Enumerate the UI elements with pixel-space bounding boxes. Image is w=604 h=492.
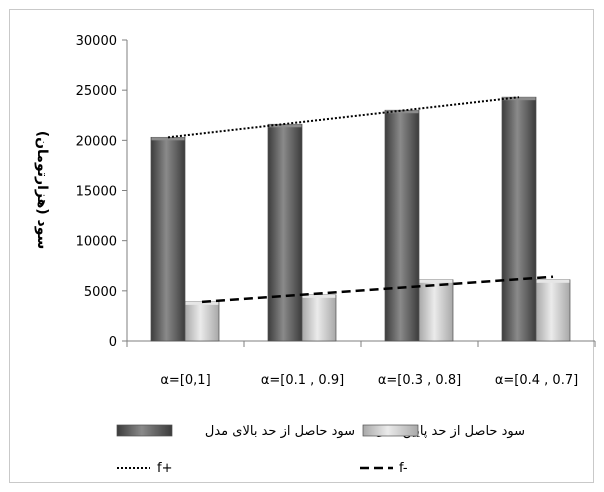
trendlines (167, 96, 554, 304)
x-tick-label: α=[0.4 , 0.7] (495, 373, 578, 388)
x-tick-label: α=[0.1 , 0.9] (261, 373, 344, 388)
y-tick-label: 5000 (84, 285, 117, 300)
y-tick-label: 20000 (76, 134, 117, 149)
bar-cap (151, 137, 185, 141)
bars (150, 96, 571, 342)
y-tick-label: 10000 (76, 235, 117, 250)
legend: سود حاصل از حد بالای مدل سود حاصل از حد پ… (116, 424, 525, 476)
bar-lower (418, 279, 454, 342)
trendline-f-minus (201, 275, 554, 304)
y-tick-label: 15000 (76, 185, 117, 200)
bar-cap (385, 110, 419, 114)
bar-lower (535, 279, 571, 342)
x-axis: α=[0,1] α=[0.1 , 0.9] α=[0.3 , 0.8] α=[0.4 … (126, 340, 596, 388)
bar-upper (150, 136, 186, 342)
bar-upper (384, 109, 420, 342)
bar-cap (536, 279, 570, 283)
legend-label-upper: سود حاصل از حد بالای مدل (205, 424, 355, 439)
bar-upper (267, 123, 303, 342)
bar-cap (302, 294, 336, 298)
x-tick-label: α=[0.3 , 0.8] (378, 373, 461, 388)
bar-cap (185, 301, 219, 305)
bar-cap (268, 124, 302, 128)
trendline-f-plus (167, 96, 520, 139)
legend-label-f-minus: f- (399, 461, 408, 476)
legend-swatch-lower (362, 424, 419, 437)
y-tick-label: 0 (109, 335, 117, 350)
bar-cap (502, 97, 536, 101)
legend-swatch-upper (116, 424, 173, 437)
y-tick-label: 30000 (76, 34, 117, 49)
legend-label-f-plus: f+ (157, 461, 172, 476)
x-tick-label: α=[0,1] (160, 373, 210, 388)
y-axis: 0 5000 10000 15000 20000 25000 30000 (76, 34, 128, 350)
bar-lower (301, 294, 337, 342)
bar-cap (419, 279, 453, 283)
y-tick-label: 25000 (76, 84, 117, 99)
bar-upper (501, 96, 537, 342)
y-axis-label: سود (هزارتومان) (34, 131, 50, 250)
bar-lower (184, 301, 220, 342)
